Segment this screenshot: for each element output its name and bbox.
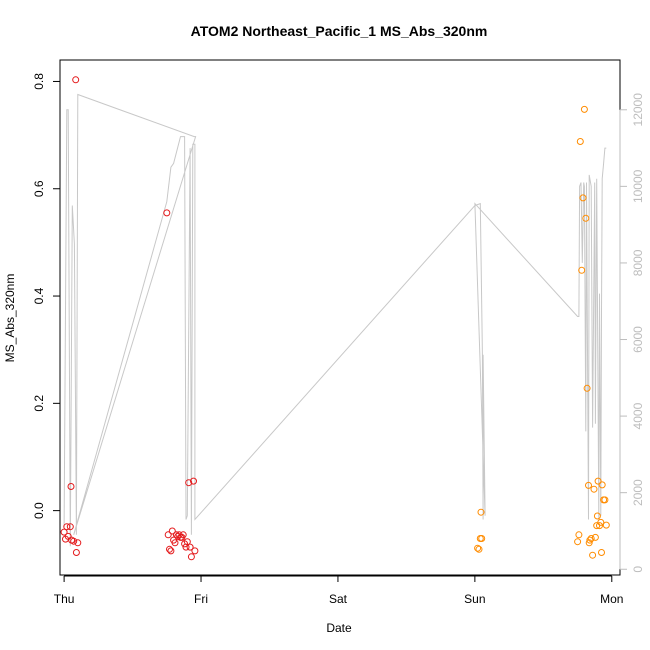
y-axis-title: MS_Abs_320nm [3,274,17,363]
data-point [574,538,582,546]
data-point [166,545,173,553]
data-point [474,544,482,552]
data-point [583,384,591,392]
data-point [185,479,193,487]
data-point [163,209,171,217]
y-tick-label: 0.8 [32,73,46,90]
y-tick-label: 0.2 [32,395,46,412]
data-point [478,535,486,542]
data-point [74,539,82,547]
x-tick-label: Thu [54,592,75,606]
x-axis-title: Date [326,621,352,635]
x-tick-label: Sat [329,592,348,606]
data-point [593,512,601,520]
y2-tick-label: 2000 [631,479,645,506]
secondary-series-layer [63,93,607,547]
data-point [598,549,605,556]
chart-title: ATOM2 Northeast_Pacific_1 MS_Abs_320nm [191,23,488,39]
data-point [72,549,80,556]
y2-tick-label: 10000 [631,169,645,203]
data-point [168,527,176,535]
x-tick-label: Sun [464,592,485,606]
data-point [477,508,485,516]
data-point [187,553,195,561]
x-tick-label: Fri [194,592,208,606]
data-point [190,477,197,485]
data-point [597,518,605,526]
data-point [578,266,586,274]
data-point [582,214,590,222]
data-point [67,483,75,490]
data-point [60,528,68,536]
x-tick-label: Mon [600,592,623,606]
data-point [579,194,587,202]
y2-tick-label: 8000 [631,249,645,276]
data-point [171,539,179,547]
data-point [586,536,594,544]
data-point [585,539,593,547]
y-tick-label: 0.0 [32,502,46,519]
data-point [164,531,172,539]
data-point [590,485,598,493]
data-point [575,531,583,539]
data-point [591,533,599,541]
data-point [596,522,603,530]
data-point [63,523,71,531]
data-point [72,76,80,84]
plot-frame [59,59,621,576]
data-point [580,105,588,113]
data-point [594,477,602,485]
y2-tick-label: 6000 [631,326,645,353]
data-point [183,538,191,546]
y-tick-label: 0.4 [32,287,46,304]
y2-tick-label: 0 [631,566,645,573]
data-point [585,481,592,489]
data-point [598,481,606,489]
secondary-series-line [63,93,607,547]
y2-tick-label: 12000 [631,93,645,127]
scatter-points-layer [60,76,610,561]
data-point [191,547,199,555]
y-tick-label: 0.6 [32,180,46,197]
data-point [602,521,610,529]
data-point [475,545,483,553]
data-point [186,543,194,551]
data-point [587,535,595,542]
y-axis-left: 0.0 0.2 0.4 0.6 0.8 [32,73,61,519]
data-point [179,531,187,539]
data-point [167,547,175,555]
data-point [589,551,597,559]
data-point [576,138,584,145]
y-axis-right: 0 2000 4000 6000 8000 10000 12000 [619,93,645,573]
data-point [601,496,609,504]
data-point [70,537,78,545]
y2-tick-label: 4000 [631,402,645,429]
x-axis: Thu Fri Sat Sun Mon [54,575,623,606]
data-point [66,523,74,531]
